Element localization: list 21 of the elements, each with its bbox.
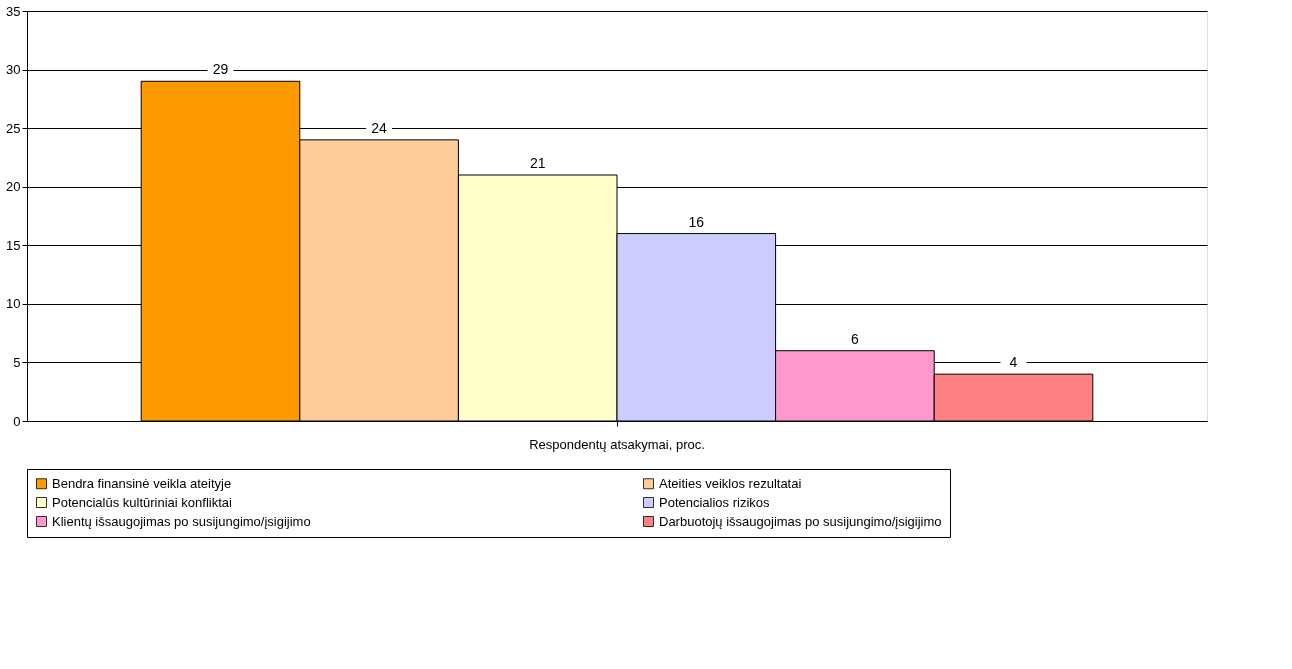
data-label: 29 (212, 61, 229, 78)
data-label: 24 (371, 119, 388, 136)
y-tick-label: 35 (6, 3, 21, 19)
legend-label: Klientų išsaugojimas po susijungimo/įsigijimo (52, 513, 311, 529)
y-tick-label: 20 (6, 179, 21, 195)
data-label: 6 (851, 330, 859, 347)
x-tick-label: Respondentų atsakymai, proc. (529, 436, 705, 452)
y-tick-label: 15 (6, 237, 21, 253)
legend-label: Potencialios rizikos (659, 494, 771, 510)
y-tick-label: 0 (13, 413, 21, 429)
y-tick-label: 5 (13, 354, 21, 370)
legend-label: Darbuotojų išsaugojimas po susijungimo/įsigijimo (659, 513, 942, 529)
y-tick-label: 10 (6, 296, 21, 312)
legend-label: Bendra finansinė veikla ateityje (52, 475, 232, 491)
data-label: 21 (529, 155, 546, 171)
data-label: 4 (1009, 354, 1018, 371)
legend-label: Ateities veiklos rezultatai (659, 475, 802, 491)
y-tick-label: 30 (6, 62, 21, 78)
data-label: 16 (688, 213, 705, 230)
y-tick-label: 25 (6, 120, 21, 136)
legend-label: Potencialūs kultūriniai konfliktai (52, 494, 233, 510)
